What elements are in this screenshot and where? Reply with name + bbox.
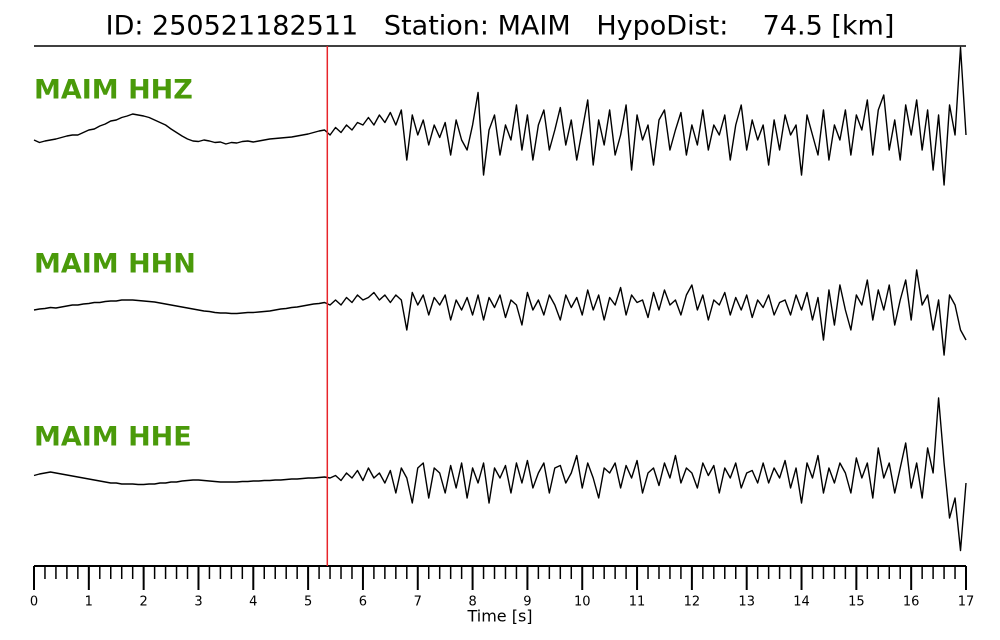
x-axis-label: Time [s] bbox=[466, 607, 532, 626]
x-tick-label: 1 bbox=[85, 595, 93, 610]
x-tick-label: 10 bbox=[574, 595, 591, 610]
x-tick-label: 5 bbox=[304, 595, 312, 610]
x-tick-label: 3 bbox=[194, 595, 202, 610]
x-tick-label: 0 bbox=[30, 595, 38, 610]
x-tick-label: 6 bbox=[359, 595, 367, 610]
x-tick-label: 11 bbox=[629, 595, 646, 610]
trace-label: MAIM HHN bbox=[34, 249, 196, 280]
waveform bbox=[33, 46, 967, 186]
x-tick-label: 2 bbox=[140, 595, 148, 610]
x-tick-label: 14 bbox=[793, 595, 810, 610]
trace-label: MAIM HHE bbox=[34, 422, 192, 453]
x-tick-label: 9 bbox=[523, 595, 531, 610]
chart-title: ID: 250521182511 Station: MAIM HypoDist:… bbox=[106, 11, 895, 42]
trace-label: MAIM HHZ bbox=[34, 75, 193, 106]
x-tick-label: 17 bbox=[958, 595, 975, 610]
x-tick-label: 12 bbox=[684, 595, 701, 610]
waveform bbox=[33, 397, 967, 552]
x-tick-label: 4 bbox=[249, 595, 257, 610]
waveform bbox=[33, 269, 967, 356]
x-tick-label: 15 bbox=[848, 595, 865, 610]
x-tick-label: 7 bbox=[414, 595, 422, 610]
x-tick-label: 13 bbox=[738, 595, 755, 610]
x-tick-label: 16 bbox=[903, 595, 920, 610]
x-tick-label: 8 bbox=[468, 595, 476, 610]
